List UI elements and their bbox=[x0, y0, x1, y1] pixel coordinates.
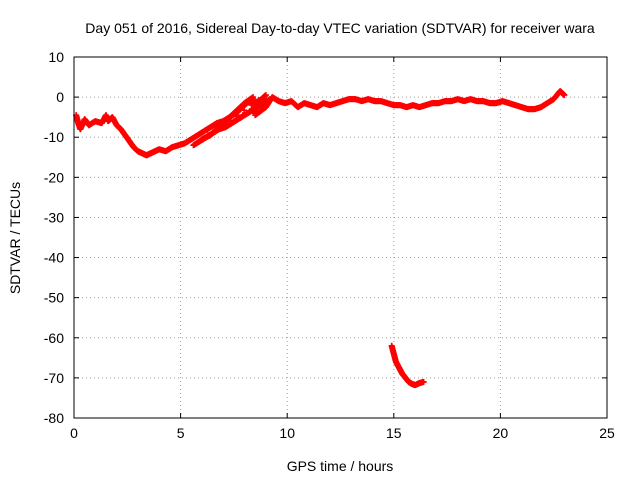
data-layer bbox=[73, 88, 568, 389]
y-tick-label: -70 bbox=[44, 370, 64, 386]
ticks: 0 5 10 15 20 25 10 0 -10 -20 -30 -40 -50 -60 -70 -80 bbox=[44, 49, 615, 441]
y-tick-label: -50 bbox=[44, 290, 64, 306]
x-tick-label: 10 bbox=[279, 425, 295, 441]
data-point bbox=[255, 97, 262, 104]
chart-title: Day 051 of 2016, Sidereal Day-to-day VTE… bbox=[85, 20, 595, 36]
y-tick-label: 10 bbox=[48, 49, 64, 65]
data-point bbox=[246, 108, 253, 115]
data-point bbox=[226, 120, 233, 127]
x-tick-label: 15 bbox=[386, 425, 402, 441]
y-tick-label: -10 bbox=[44, 129, 64, 145]
x-tick-label: 0 bbox=[70, 425, 78, 441]
series-outlier-arc bbox=[388, 342, 427, 389]
y-axis-label: SDTVAR / TECUs bbox=[7, 182, 23, 294]
x-tick-label: 25 bbox=[599, 425, 615, 441]
data-point bbox=[262, 92, 269, 99]
data-point bbox=[561, 92, 568, 99]
x-axis-label: GPS time / hours bbox=[287, 458, 394, 474]
x-tick-label: 20 bbox=[493, 425, 509, 441]
y-tick-label: -80 bbox=[44, 410, 64, 426]
plot-frame bbox=[73, 56, 608, 419]
y-tick-label: -60 bbox=[44, 330, 64, 346]
x-tick-label: 5 bbox=[177, 425, 185, 441]
series-main bbox=[73, 88, 568, 159]
y-tick-label: -20 bbox=[44, 169, 64, 185]
y-tick-label: -40 bbox=[44, 250, 64, 266]
data-point bbox=[239, 112, 246, 119]
data-point bbox=[241, 107, 248, 114]
data-point bbox=[233, 116, 240, 123]
data-point bbox=[420, 378, 427, 385]
grid bbox=[74, 57, 607, 418]
y-tick-label: -30 bbox=[44, 209, 64, 225]
y-tick-label: 0 bbox=[56, 89, 64, 105]
data-point bbox=[260, 100, 267, 107]
